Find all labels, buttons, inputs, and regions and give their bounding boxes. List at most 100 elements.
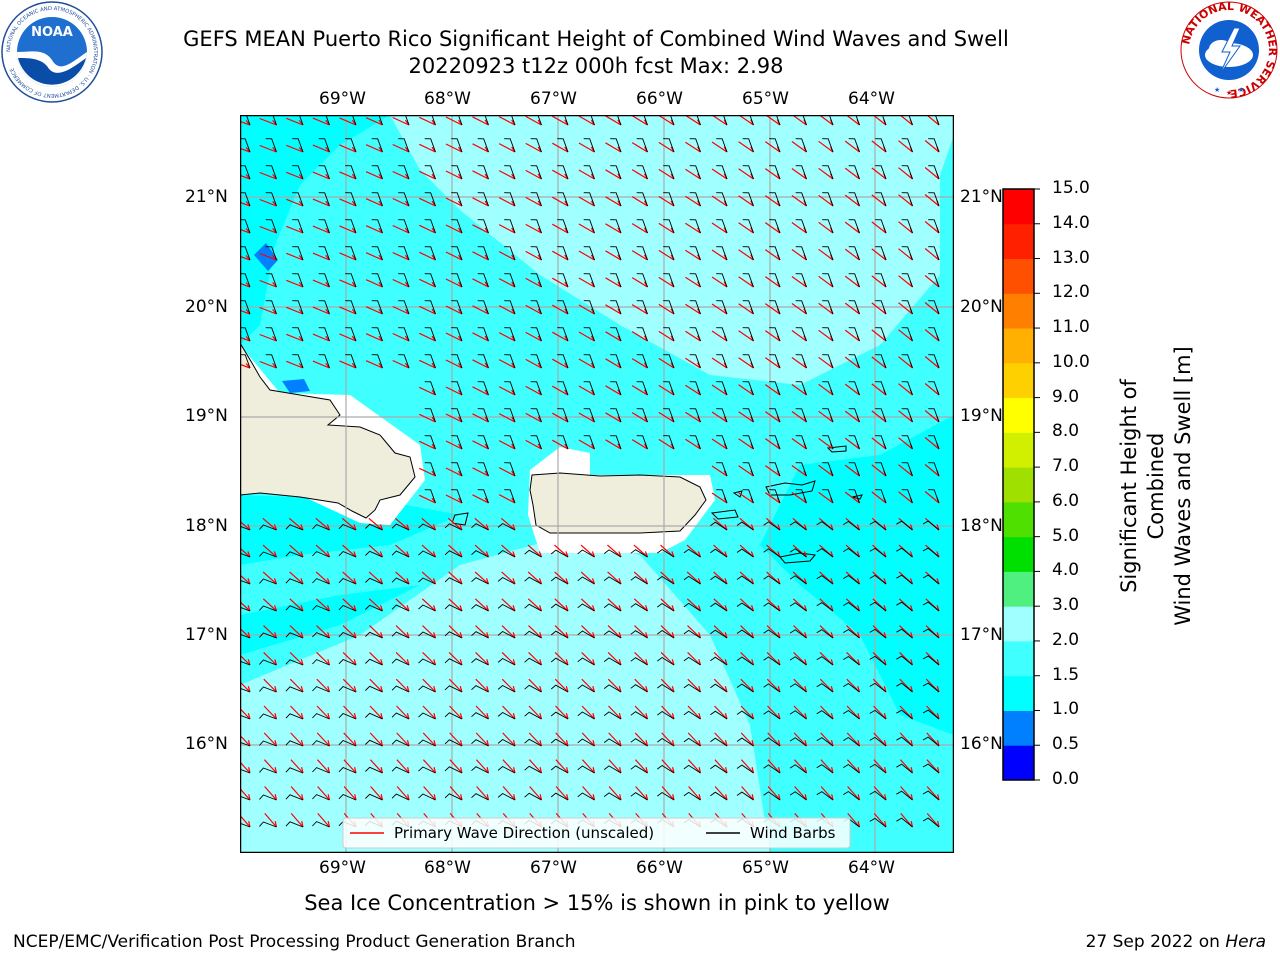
wind-barb	[550, 792, 569, 801]
wave-arrow	[369, 651, 384, 666]
wind-barb	[391, 631, 410, 639]
wave-arrow	[767, 732, 781, 747]
wind-barb	[557, 381, 569, 396]
wave-arrow	[263, 678, 278, 693]
wind-barb	[603, 765, 622, 774]
wind-barb	[312, 659, 330, 666]
wind-barb	[683, 602, 701, 612]
wind-barb	[795, 327, 807, 342]
wind-barb	[901, 192, 913, 207]
wave-arrow	[421, 571, 437, 585]
wind-barb	[908, 115, 913, 126]
wave-arrow	[423, 786, 437, 801]
wind-barb	[418, 550, 436, 558]
wind-barb	[663, 138, 675, 153]
wind-barb	[312, 551, 330, 558]
colorbar-tick-label: 9.0	[1052, 386, 1080, 407]
lon-label-top-66w: 66°W	[636, 89, 683, 109]
wind-barb	[418, 658, 436, 666]
wave-arrow	[660, 678, 675, 693]
wind-barb	[742, 192, 754, 207]
wave-arrow	[608, 786, 622, 801]
wave-arrow	[528, 651, 543, 666]
wind-barb	[901, 489, 913, 504]
wind-barb	[643, 115, 648, 126]
wave-arrow	[476, 786, 490, 801]
svg-text:★: ★	[1214, 86, 1220, 94]
wave-arrow	[316, 705, 331, 720]
wind-barb	[338, 577, 357, 585]
wave-arrow	[634, 625, 649, 639]
wind-barb	[901, 327, 913, 342]
wind-barb	[789, 548, 807, 558]
wind-barb	[577, 603, 595, 612]
wave-arrow	[316, 759, 331, 774]
wind-barb	[795, 408, 807, 423]
wind-barb	[901, 408, 913, 423]
wind-barb	[451, 462, 463, 477]
wave-arrow	[240, 547, 251, 558]
wind-barb	[530, 435, 542, 450]
wind-barb	[802, 115, 807, 126]
wind-barb	[418, 739, 436, 747]
wind-barb	[901, 381, 913, 396]
wind-barb	[769, 300, 781, 315]
wind-barb	[285, 632, 304, 639]
wind-barb	[530, 192, 542, 207]
wave-arrow	[634, 678, 649, 693]
wind-barb	[240, 768, 251, 774]
wave-arrow	[555, 732, 569, 747]
wind-barb	[689, 165, 701, 180]
wind-barb	[763, 548, 781, 558]
colorbar-tick-label: 5.0	[1052, 525, 1080, 546]
wind-barb	[928, 489, 940, 504]
wind-barb	[769, 192, 781, 207]
colorbar-tick-label: 13.0	[1052, 247, 1090, 268]
wind-barb	[922, 628, 940, 639]
wave-arrow	[501, 651, 516, 666]
wind-barb	[471, 523, 489, 531]
wind-barb	[371, 300, 383, 315]
wind-barb	[742, 165, 754, 180]
lat-label-right-20n: 20°N	[960, 297, 1003, 317]
wind-barb	[763, 683, 781, 693]
wind-barb	[716, 327, 728, 342]
wave-arrow	[341, 517, 357, 531]
wave-arrow	[263, 651, 278, 666]
wind-barb	[875, 327, 887, 342]
wind-barb	[848, 246, 860, 261]
wind-barb	[371, 246, 383, 261]
wave-arrow	[766, 651, 781, 666]
wave-height-map: Primary Wave Direction (unscaled) Wind B…	[240, 115, 954, 853]
wind-barb	[896, 736, 913, 747]
wind-barb	[848, 462, 860, 477]
wind-barb	[896, 547, 913, 558]
wave-arrow	[633, 544, 649, 558]
wave-arrow	[581, 759, 596, 774]
wave-arrow	[448, 598, 463, 612]
wind-barb	[391, 766, 410, 774]
wind-barb	[265, 354, 277, 369]
wave-arrow	[421, 598, 437, 612]
wave-height-fill-1.0-1.5-e	[760, 415, 954, 735]
lat-label-right-19n: 19°N	[960, 406, 1003, 426]
wind-barb	[451, 408, 463, 423]
colorbar-cell	[1003, 293, 1034, 329]
wind-barb	[424, 138, 436, 153]
wind-barb	[265, 246, 277, 261]
wind-barb	[875, 165, 887, 180]
wind-barb	[922, 736, 940, 747]
wind-barb	[742, 246, 754, 261]
wave-arrow	[555, 759, 569, 774]
wind-barb	[371, 327, 383, 342]
wind-barb	[240, 687, 251, 693]
wind-barb	[816, 548, 834, 558]
wind-barb	[240, 822, 251, 828]
wave-arrow	[240, 627, 251, 639]
wind-barb	[716, 138, 728, 153]
wave-height-fill-1.0-1.5-nw	[240, 115, 390, 345]
wind-barb	[663, 246, 675, 261]
wind-barb	[610, 165, 622, 180]
wave-arrow	[343, 705, 357, 720]
wind-barb	[530, 300, 542, 315]
